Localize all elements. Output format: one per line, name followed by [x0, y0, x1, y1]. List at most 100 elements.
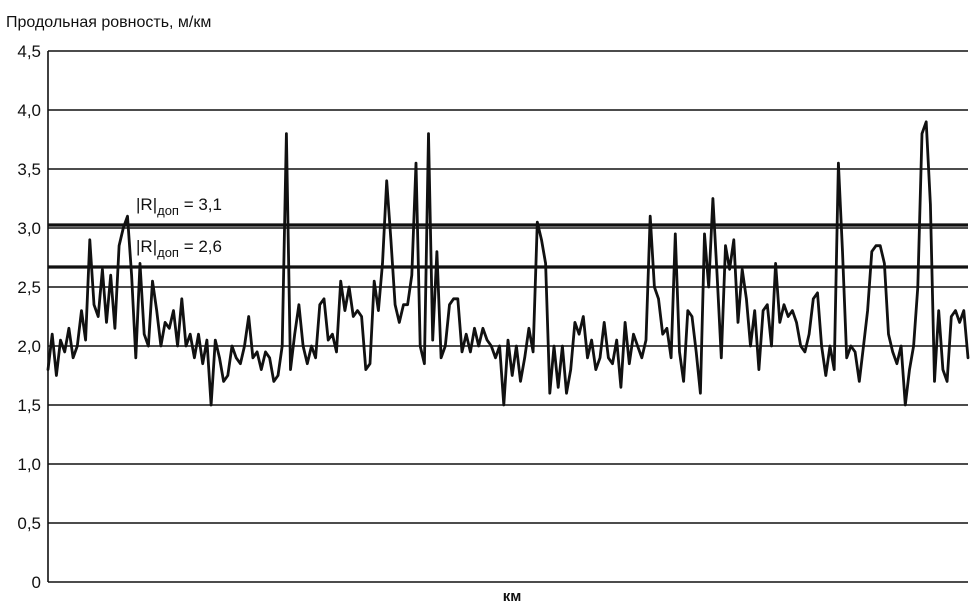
data-point: [172, 309, 175, 312]
data-point: [691, 315, 693, 318]
y-tick-label: 1,0: [17, 455, 41, 474]
data-point: [812, 298, 815, 300]
data-point: [804, 351, 806, 353]
data-point: [515, 345, 518, 347]
data-point: [561, 345, 564, 347]
data-point: [879, 244, 881, 247]
data-point: [135, 357, 137, 359]
data-point: [314, 357, 317, 359]
data-point: [373, 280, 376, 282]
data-point: [724, 244, 727, 247]
data-point: [837, 162, 840, 164]
data-point: [352, 315, 355, 318]
data-point: [118, 244, 120, 247]
data-point: [883, 262, 886, 265]
threshold-label-value: = 2,6: [179, 237, 222, 256]
data-point: [490, 345, 493, 347]
data-point: [252, 357, 254, 359]
data-point: [733, 239, 735, 241]
y-tick-label: 2,5: [17, 278, 41, 297]
data-point: [678, 351, 681, 353]
data-point: [820, 345, 823, 347]
data-point: [377, 309, 380, 312]
data-point: [544, 262, 547, 265]
data-point: [946, 380, 948, 383]
data-point: [319, 303, 321, 306]
data-point: [298, 303, 300, 306]
data-point: [645, 339, 647, 341]
data-point: [825, 374, 827, 377]
data-point: [114, 327, 116, 330]
data-point: [55, 374, 58, 377]
data-point: [80, 309, 83, 312]
data-point: [590, 339, 593, 341]
data-point: [749, 345, 752, 347]
data-point: [850, 345, 852, 347]
data-point: [641, 357, 643, 359]
data-point: [189, 333, 191, 336]
data-point: [963, 309, 965, 312]
data-point: [611, 362, 614, 365]
data-point: [862, 345, 865, 347]
data-point: [448, 303, 451, 306]
data-point: [310, 345, 313, 347]
data-point: [436, 250, 438, 253]
y-tick-label: 3,5: [17, 160, 41, 179]
data-point: [908, 368, 911, 371]
data-point: [452, 298, 455, 300]
data-point: [239, 362, 242, 365]
data-point: [682, 380, 685, 383]
data-point: [745, 298, 748, 300]
data-point: [569, 368, 572, 371]
data-point: [273, 380, 275, 383]
data-point: [503, 404, 505, 406]
data-point: [289, 368, 292, 371]
data-point: [398, 321, 401, 324]
y-tick-label: 0,5: [17, 514, 41, 533]
data-point: [155, 309, 158, 312]
data-point: [339, 280, 342, 282]
data-point: [444, 345, 447, 347]
data-point: [565, 392, 568, 395]
data-point: [967, 357, 969, 359]
data-point: [181, 298, 183, 300]
data-point: [958, 321, 961, 324]
data-point: [97, 315, 99, 318]
y-tick-label: 4,0: [17, 101, 41, 120]
data-point: [904, 404, 907, 406]
data-point: [687, 309, 689, 312]
data-point: [335, 351, 338, 353]
data-point: [666, 327, 668, 330]
data-point: [222, 380, 225, 383]
data-point: [465, 333, 468, 336]
y-tick-label: 4,5: [17, 42, 41, 61]
data-point: [101, 268, 104, 271]
data-point: [423, 362, 426, 365]
data-point: [360, 315, 363, 318]
data-point: [896, 362, 898, 365]
data-point: [227, 374, 229, 377]
data-point: [197, 333, 200, 336]
threshold-label-sub: доп: [157, 245, 179, 260]
threshold-lines: |R|доп = 3,1|R|доп = 2,6: [48, 195, 968, 269]
data-point: [109, 274, 112, 277]
data-point: [457, 298, 459, 300]
data-point: [866, 309, 869, 312]
data-point: [628, 362, 631, 365]
data-point: [737, 321, 739, 324]
threshold-label-main: |R|: [136, 195, 157, 214]
y-tick-label: 0: [32, 573, 41, 592]
data-point: [331, 333, 334, 336]
data-point: [599, 357, 601, 359]
data-point: [193, 357, 196, 359]
data-point: [402, 303, 405, 306]
data-point: [703, 233, 706, 235]
data-point: [406, 303, 409, 306]
data-point: [214, 339, 217, 341]
data-point: [766, 303, 769, 306]
data-point: [720, 357, 723, 359]
data-point: [151, 280, 154, 282]
data-point: [427, 132, 430, 135]
data-point: [201, 362, 204, 365]
